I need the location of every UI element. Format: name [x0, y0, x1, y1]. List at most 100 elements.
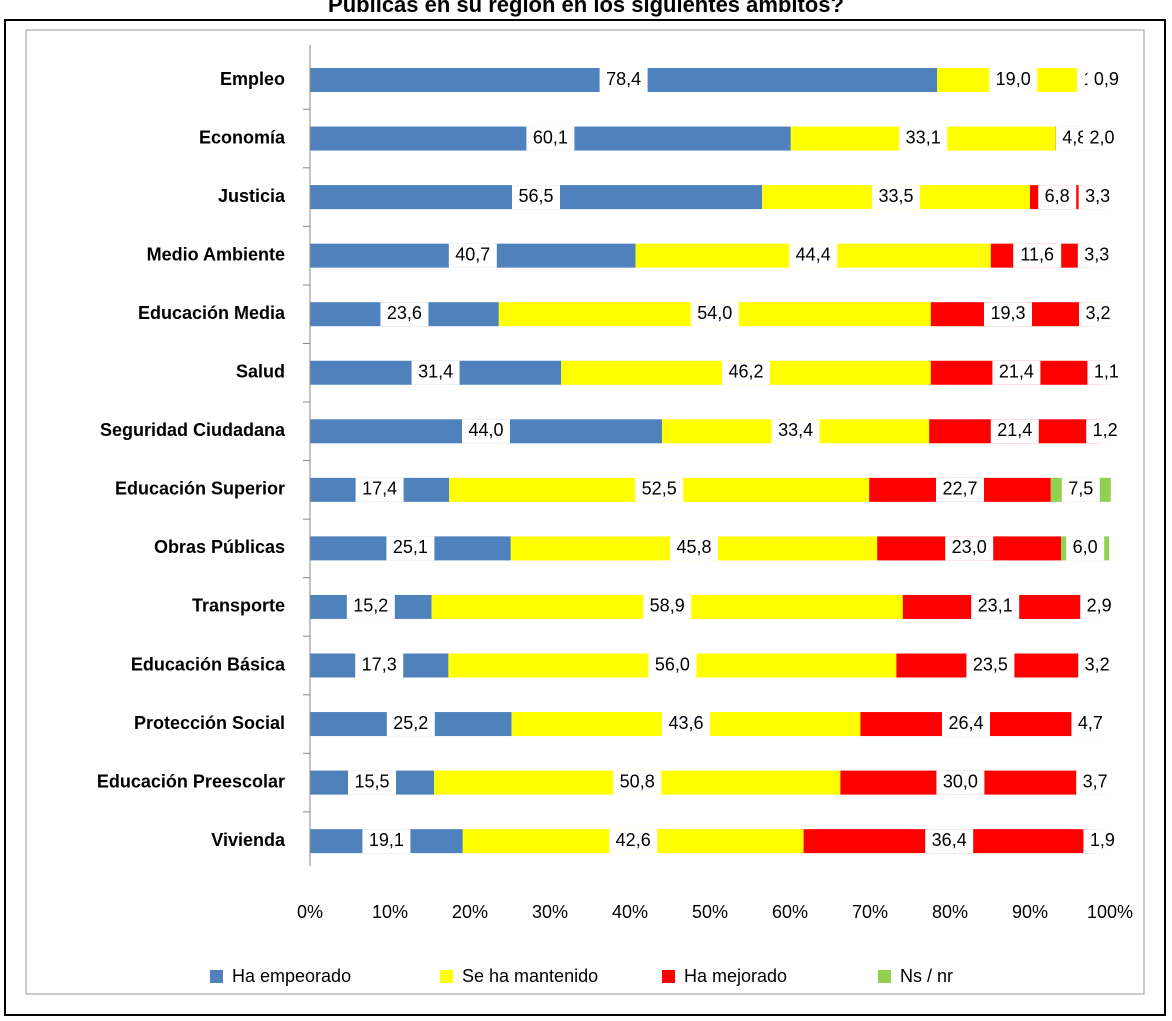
y-tick-label: Salud [236, 362, 285, 382]
label-bg [1086, 419, 1125, 444]
data-label: 46,2 [728, 362, 763, 382]
x-tick-label: 50% [692, 902, 728, 922]
label-bg [990, 419, 1039, 444]
data-label: 42,6 [616, 830, 651, 850]
label-bg [899, 126, 948, 151]
legend-label: Ns / nr [900, 966, 953, 986]
data-label: 1,2 [1093, 420, 1118, 440]
legend-swatch [878, 970, 891, 983]
x-tick-label: 90% [1012, 902, 1048, 922]
legend-swatch [210, 970, 223, 983]
y-tick-label: Justicia [218, 186, 286, 206]
y-tick-label: Seguridad Ciudadana [100, 420, 286, 440]
x-tick-label: 80% [932, 902, 968, 922]
data-label: 3,2 [1085, 303, 1110, 323]
data-label: 43,6 [668, 713, 703, 733]
label-bg [989, 68, 1038, 92]
data-label: 15,5 [354, 771, 389, 791]
data-label: 23,5 [973, 654, 1008, 674]
label-bg [348, 770, 396, 795]
legend-swatch [440, 970, 453, 983]
label-bg [386, 712, 435, 737]
data-label: 19,0 [996, 69, 1031, 89]
data-label: 52,5 [642, 479, 677, 499]
label-bg [925, 829, 974, 854]
data-label: 58,9 [650, 596, 685, 616]
data-label: 0,9 [1094, 69, 1119, 89]
data-label: 15,2 [353, 596, 388, 616]
data-label: 78,4 [606, 69, 641, 89]
label-bg [771, 419, 820, 444]
frame [4, 19, 1166, 1016]
label-bg [670, 536, 718, 561]
data-label: 21,4 [999, 362, 1034, 382]
x-tick-label: 20% [452, 902, 488, 922]
label-bg [1078, 653, 1117, 678]
data-label: 31,4 [418, 362, 453, 382]
data-label: 2,0 [1089, 127, 1114, 147]
label-bg [872, 185, 920, 210]
y-tick-label: Educación Media [138, 303, 286, 323]
data-label: 50,8 [620, 771, 655, 791]
label-bg [1083, 126, 1121, 151]
label-bg [966, 653, 1015, 678]
data-label: 56,5 [518, 186, 553, 206]
legend-label: Ha mejorado [684, 966, 787, 986]
data-label: 3,7 [1083, 771, 1108, 791]
label-bg [936, 477, 984, 502]
data-label: 3,3 [1084, 244, 1109, 264]
y-tick-label: Educación Básica [131, 654, 286, 674]
y-tick-label: Educación Preescolar [97, 771, 285, 791]
label-bg [1078, 185, 1117, 210]
label-bg [599, 68, 648, 92]
label-bg [992, 360, 1041, 385]
data-label: 60,1 [533, 127, 568, 147]
label-bg [1066, 536, 1105, 561]
data-label: 22,7 [942, 479, 977, 499]
x-tick-label: 40% [612, 902, 648, 922]
data-label: 40,7 [455, 244, 490, 264]
label-bg [635, 477, 684, 502]
label-bg [609, 829, 658, 854]
data-label: 21,4 [997, 420, 1032, 440]
label-bg [355, 477, 404, 502]
label-bg [1083, 829, 1122, 854]
data-label: 23,0 [952, 537, 987, 557]
x-tick-label: 100% [1087, 902, 1133, 922]
data-label: 6,0 [1073, 537, 1098, 557]
y-tick-label: Educación Superior [115, 479, 285, 499]
label-bg [1061, 477, 1100, 502]
x-tick-label: 30% [532, 902, 568, 922]
plot-frame [25, 29, 1145, 995]
label-bg [722, 360, 770, 385]
label-bg [971, 594, 1020, 619]
label-bg [789, 243, 838, 268]
data-label: 30,0 [943, 771, 978, 791]
data-label: 26,4 [948, 713, 983, 733]
label-bg [1087, 360, 1126, 385]
label-bg [1038, 185, 1077, 210]
x-tick-label: 0% [297, 902, 323, 922]
label-bg [512, 185, 560, 210]
data-label: 4,7 [1078, 713, 1103, 733]
label-bg [613, 770, 662, 795]
data-label: 45,8 [676, 537, 711, 557]
data-label: 33,1 [906, 127, 941, 147]
x-tick-label: 10% [372, 902, 408, 922]
legend-swatch [662, 970, 675, 983]
y-tick-label: Protección Social [134, 713, 285, 733]
x-tick-label: 70% [852, 902, 888, 922]
data-label: 4,8 [1062, 127, 1087, 147]
data-label: 2,9 [1087, 596, 1112, 616]
data-label: 1,9 [1090, 830, 1115, 850]
data-label: 19,1 [369, 830, 404, 850]
label-bg [362, 829, 411, 854]
data-label: 1,1 [1094, 362, 1119, 382]
y-tick-label: Medio Ambiente [147, 244, 285, 264]
x-tick-label: 60% [772, 902, 808, 922]
legend-label: Ha empeorado [232, 966, 351, 986]
data-label: 33,5 [878, 186, 913, 206]
data-label: 23,6 [387, 303, 422, 323]
data-label: 3,3 [1085, 186, 1110, 206]
